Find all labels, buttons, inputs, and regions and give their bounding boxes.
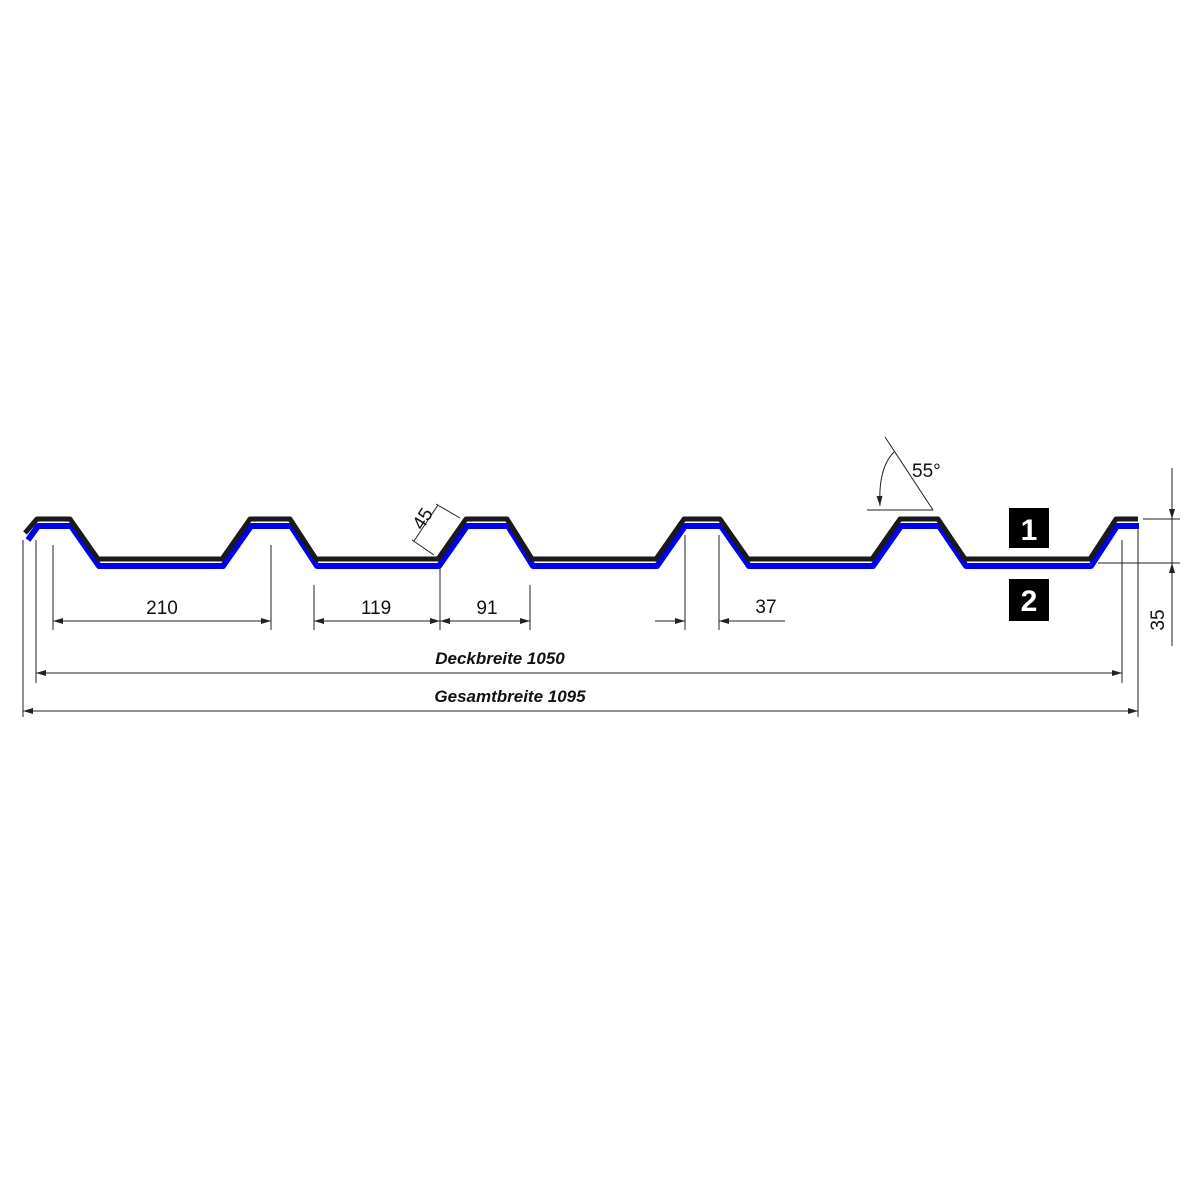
- dimension-label: Deckbreite 1050: [435, 649, 565, 668]
- dimension-cover-width: Deckbreite 1050: [35, 540, 1123, 683]
- dimension-total-width: Gesamtbreite 1095: [22, 527, 1139, 717]
- dimension-119: 119: [313, 565, 441, 630]
- dimension-label: 45: [409, 505, 438, 534]
- dimension-35: 35: [1098, 468, 1180, 646]
- side-marker-2: 2: [1009, 579, 1049, 621]
- profile-underside: [25, 523, 1139, 569]
- dimension-210: 210: [52, 545, 272, 630]
- dimension-91: 91: [440, 585, 531, 630]
- dimension-label: 55°: [912, 461, 941, 482]
- svg-text:1: 1: [1021, 514, 1038, 547]
- dimension-label: Gesamtbreite 1095: [434, 687, 586, 706]
- sheet-profile: [23, 516, 1139, 569]
- svg-text:2: 2: [1021, 585, 1038, 618]
- dimension-label: 35: [1148, 609, 1169, 630]
- dimension-label: 91: [476, 598, 497, 619]
- dimension-label: 210: [146, 598, 178, 619]
- dimension-angle-55: 55°: [867, 436, 941, 511]
- dimension-label: 119: [361, 598, 391, 619]
- dimension-37: 37: [655, 535, 785, 630]
- profile-topside: [23, 516, 1138, 562]
- dimension-label: 37: [755, 597, 776, 618]
- side-marker-1: 1: [1009, 508, 1049, 548]
